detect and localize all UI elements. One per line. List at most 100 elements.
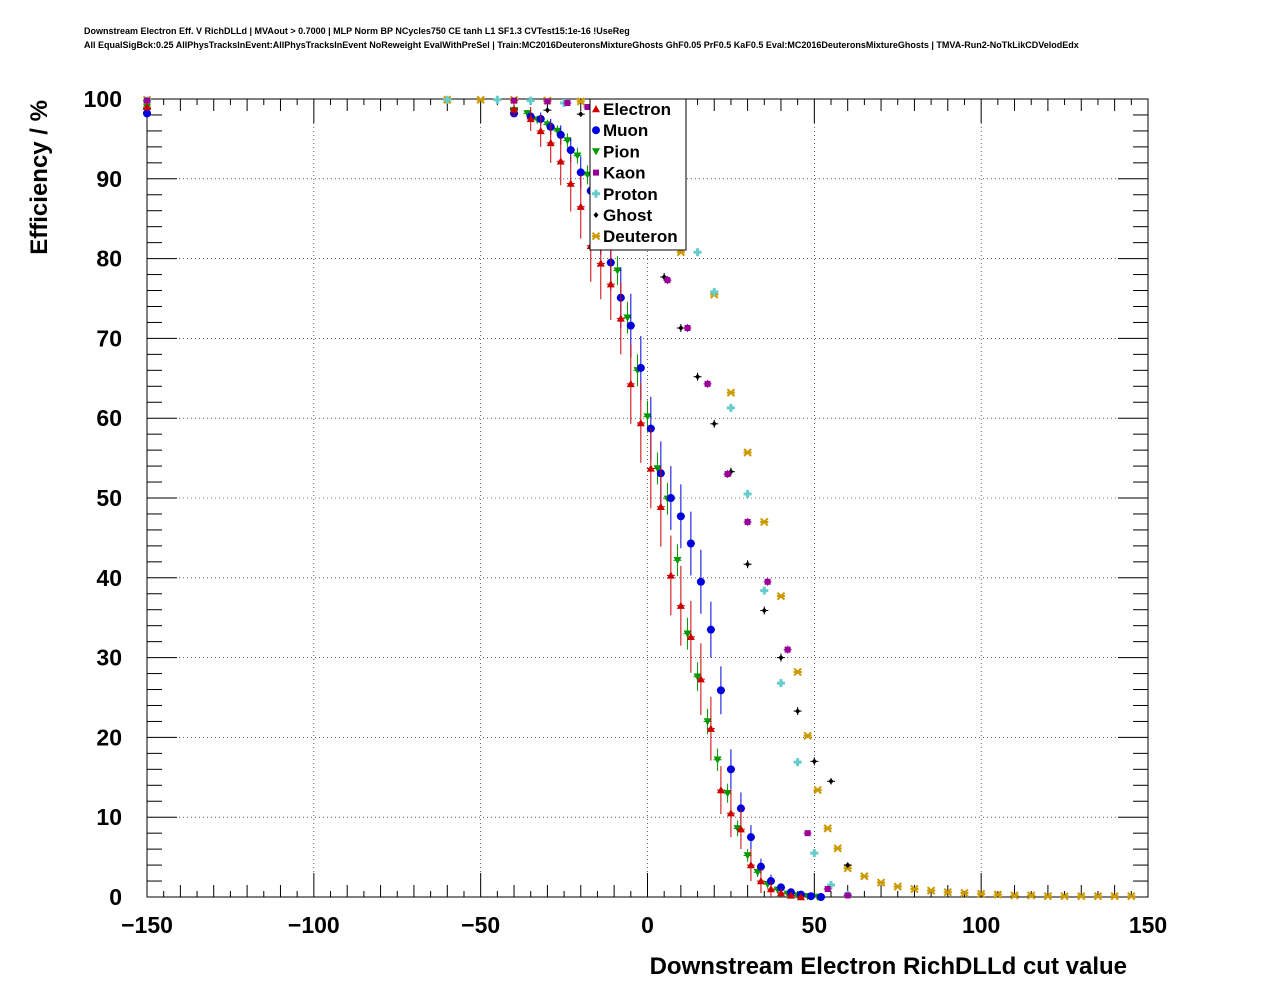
data-point xyxy=(703,718,712,726)
data-point xyxy=(678,325,684,332)
data-point xyxy=(745,561,751,568)
data-point xyxy=(746,833,755,842)
data-point xyxy=(724,471,731,478)
data-point xyxy=(806,892,815,901)
data-point xyxy=(760,517,769,527)
data-point xyxy=(910,884,919,894)
series-electron xyxy=(143,101,805,901)
y-tick-label: 30 xyxy=(96,645,122,671)
data-point xyxy=(693,248,702,257)
legend-marker-pion xyxy=(592,148,600,156)
data-point xyxy=(743,448,752,457)
data-point xyxy=(583,171,592,179)
data-point xyxy=(684,325,691,332)
data-point xyxy=(726,809,735,817)
legend-marker-electron xyxy=(592,105,600,113)
series-kaon xyxy=(143,97,852,899)
data-point xyxy=(943,888,953,897)
data-point xyxy=(578,111,584,118)
data-point xyxy=(526,96,535,105)
data-point xyxy=(804,830,811,837)
data-point xyxy=(976,889,986,899)
data-point xyxy=(523,110,532,118)
data-point xyxy=(793,667,802,677)
data-point xyxy=(664,277,671,284)
data-point xyxy=(686,539,695,548)
data-point xyxy=(811,758,817,765)
data-point xyxy=(686,632,695,641)
data-point xyxy=(926,886,936,895)
data-point xyxy=(756,862,765,871)
data-point xyxy=(706,625,715,634)
data-point xyxy=(726,765,735,774)
y-tick-label: 70 xyxy=(96,325,122,351)
data-point xyxy=(626,321,635,330)
data-point xyxy=(803,731,812,741)
y-tick-label: 90 xyxy=(96,166,122,192)
data-point xyxy=(746,861,755,869)
data-point xyxy=(143,109,151,118)
series-muon xyxy=(143,109,826,901)
data-point xyxy=(656,502,665,510)
data-point xyxy=(711,420,717,427)
data-point xyxy=(676,512,685,521)
data-point xyxy=(666,571,675,579)
data-point xyxy=(143,102,151,111)
x-tick-label: −100 xyxy=(288,912,340,938)
data-point xyxy=(643,413,652,421)
series-deuteron xyxy=(142,95,1136,901)
legend-marker-muon xyxy=(592,126,600,135)
data-point xyxy=(576,202,585,210)
legend-marker-kaon xyxy=(593,169,599,176)
x-axis-label: Downstream Electron RichDLLd cut value xyxy=(650,953,1127,980)
y-tick-label: 10 xyxy=(96,804,122,830)
data-point xyxy=(510,105,519,113)
data-point xyxy=(546,138,555,147)
data-point xyxy=(766,885,775,893)
data-point xyxy=(756,877,765,885)
data-point xyxy=(844,892,851,899)
data-point xyxy=(833,844,842,853)
data-point xyxy=(443,95,452,104)
data-point xyxy=(845,862,851,869)
data-point xyxy=(760,586,769,595)
data-point xyxy=(476,95,485,105)
data-point xyxy=(716,786,725,794)
data-point xyxy=(636,418,645,427)
data-point xyxy=(536,126,545,135)
data-point xyxy=(776,591,786,601)
data-point xyxy=(556,157,565,165)
legend-label-electron: Electron xyxy=(603,100,671,119)
data-point xyxy=(623,314,632,322)
data-point xyxy=(726,388,736,397)
y-tick-label: 20 xyxy=(96,724,122,750)
x-tick-label: −50 xyxy=(461,912,500,938)
data-point xyxy=(723,790,732,798)
data-point xyxy=(696,577,705,586)
y-tick-label: 100 xyxy=(84,86,122,112)
x-tick-label: −150 xyxy=(121,912,173,938)
data-point xyxy=(743,490,752,499)
data-point xyxy=(824,886,831,893)
data-point xyxy=(1110,891,1119,901)
data-point xyxy=(695,373,701,380)
data-point xyxy=(606,280,615,288)
data-point xyxy=(596,259,605,267)
data-point xyxy=(726,403,735,412)
data-point xyxy=(683,630,692,638)
data-point xyxy=(1027,891,1036,900)
data-point xyxy=(544,107,550,114)
data-point xyxy=(776,889,785,897)
data-point xyxy=(744,518,751,525)
data-point xyxy=(563,137,572,145)
data-point xyxy=(576,168,585,177)
data-point xyxy=(1060,891,1069,901)
data-point xyxy=(736,825,745,833)
data-point xyxy=(553,127,562,135)
data-point xyxy=(843,864,852,873)
x-tick-label: 100 xyxy=(962,912,1000,938)
data-point xyxy=(511,97,518,104)
data-point xyxy=(823,824,832,833)
data-point xyxy=(584,103,591,110)
